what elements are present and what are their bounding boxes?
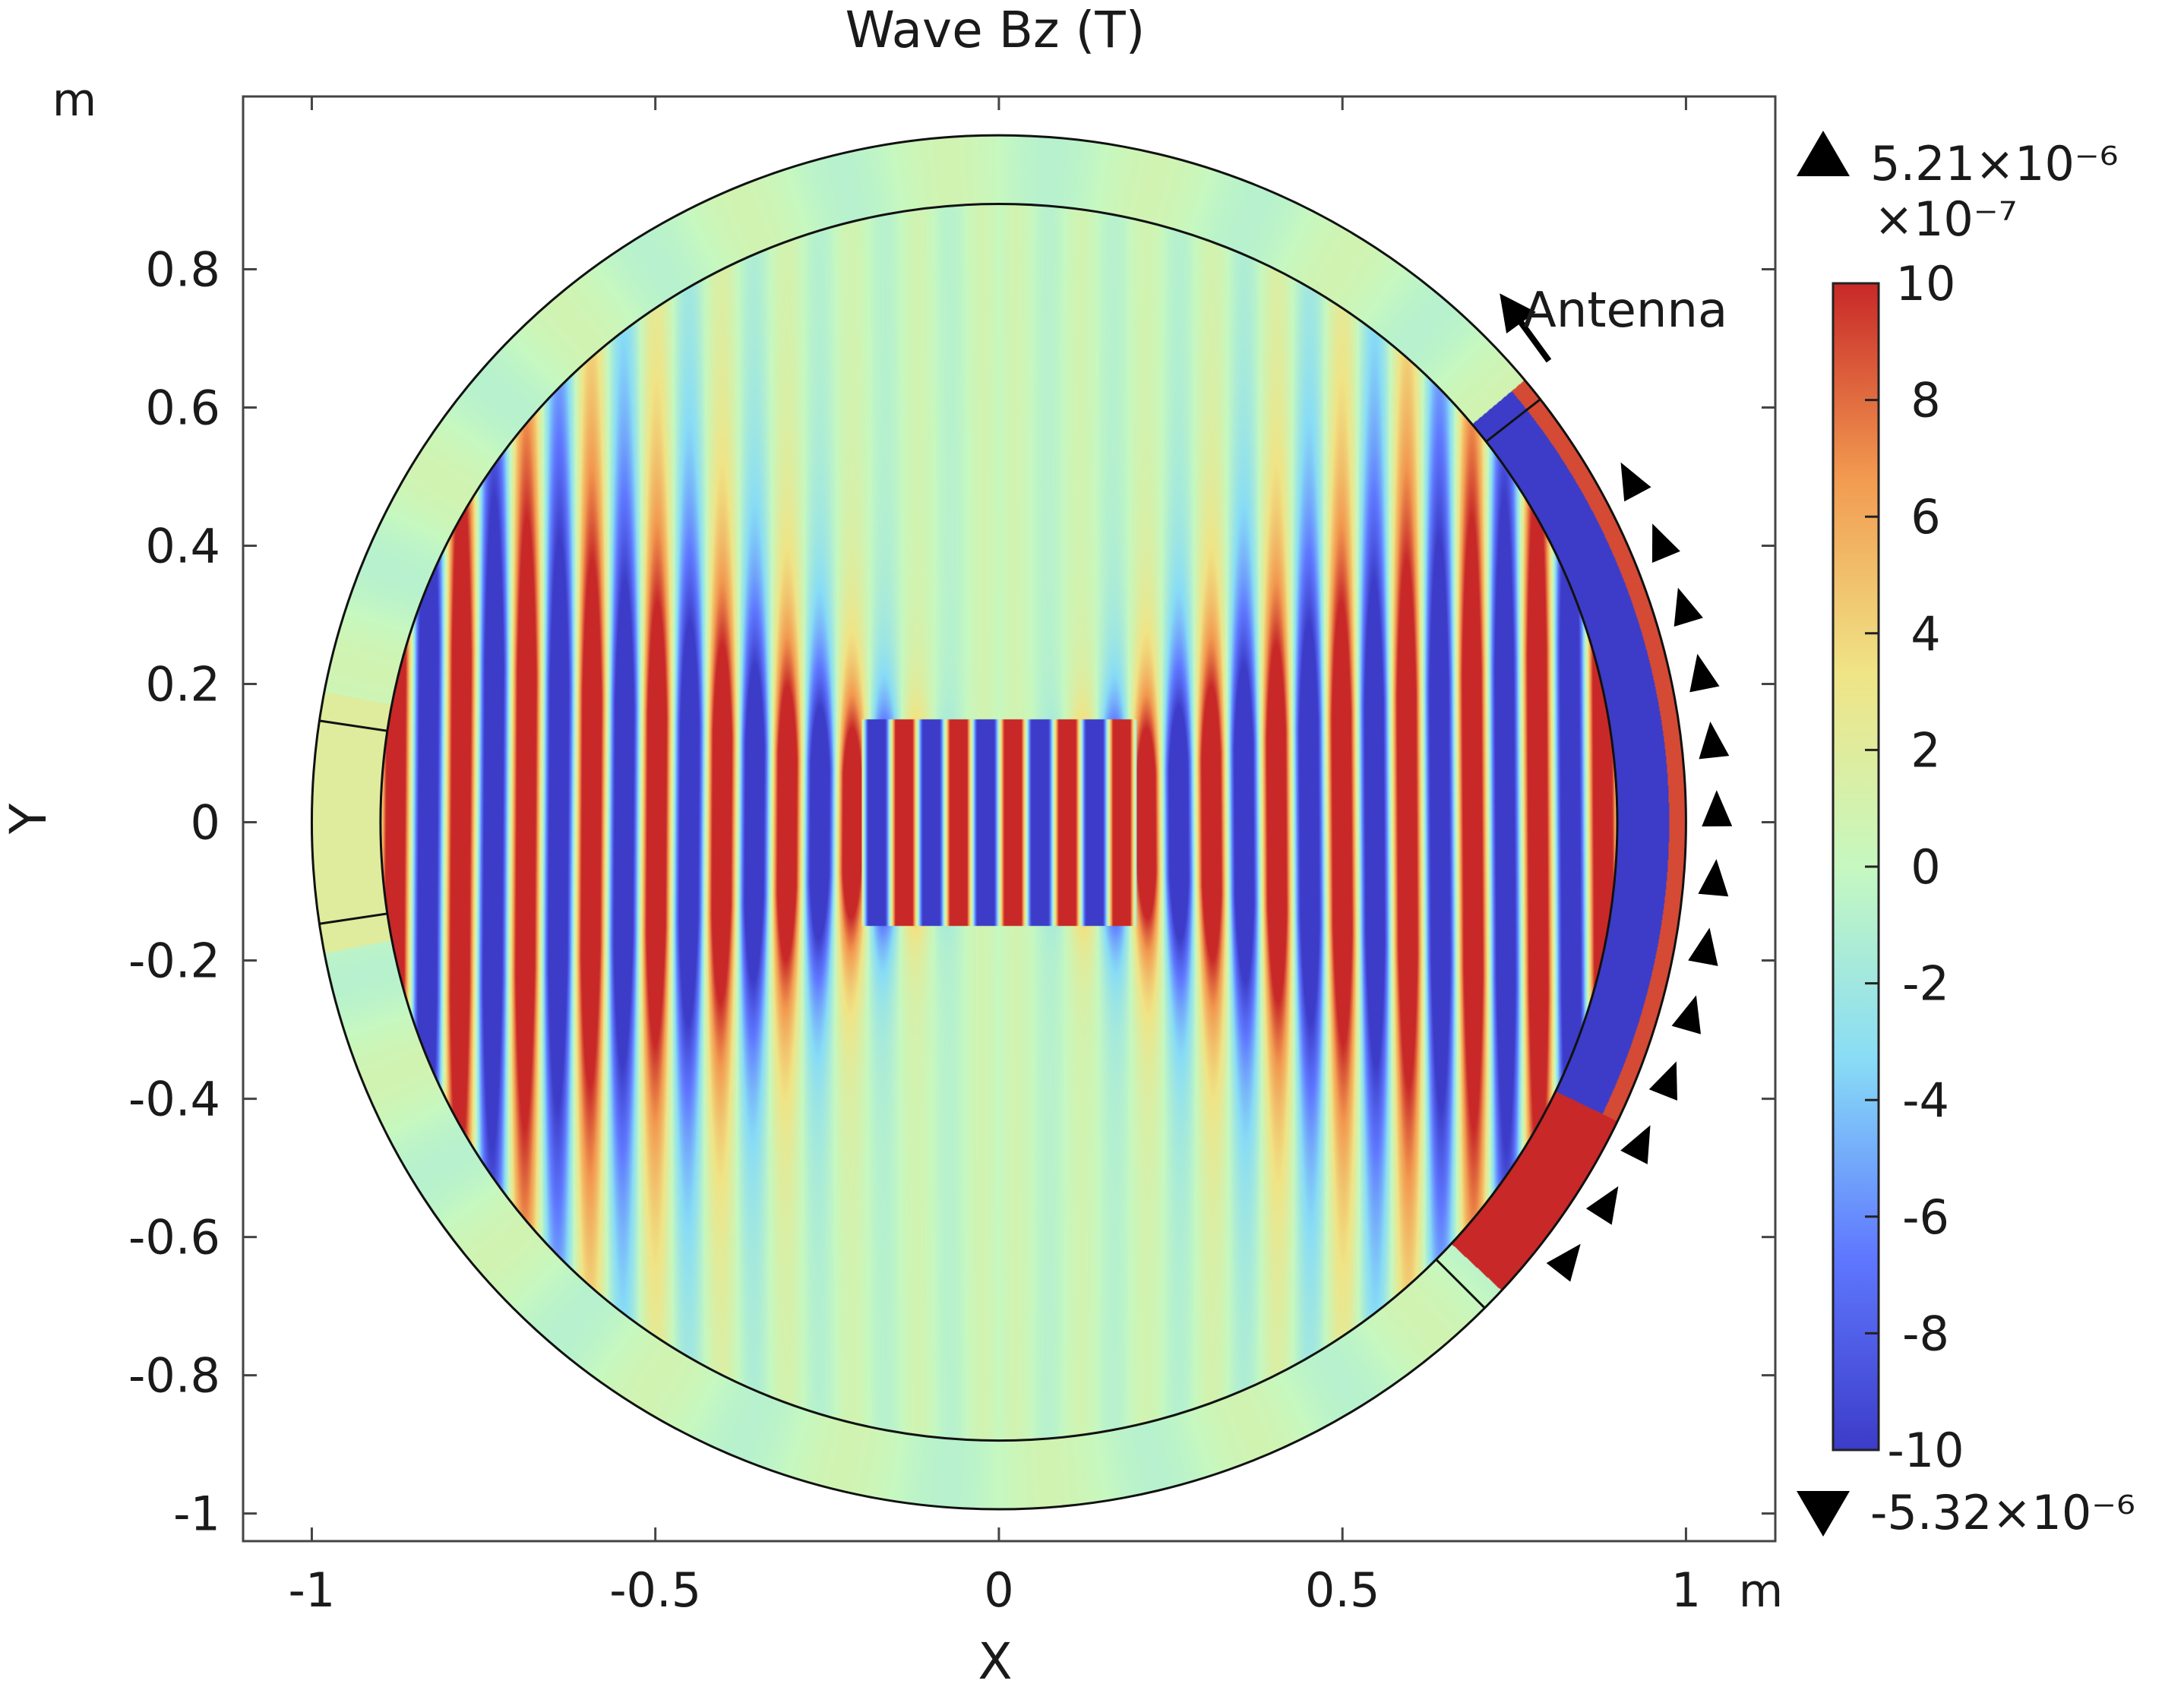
y-tick-label: -0.6 <box>128 1210 220 1265</box>
colorbar-max-triangle-icon <box>1797 131 1850 176</box>
antenna-label: Antenna <box>1523 283 1727 339</box>
x-tick-label: -0.5 <box>609 1562 701 1618</box>
colorbar-tick-label: -2 <box>1902 956 1949 1012</box>
colorbar-ticks: 10 8 6 4 2 0 -2 -4 -6 -8 -10 <box>1865 256 1964 1478</box>
colorbar-tick-label: 10 <box>1896 256 1956 311</box>
antenna-arrow-icon <box>1585 1186 1619 1225</box>
colorbar-max-label: 5.21×10⁻⁶ <box>1870 136 2118 191</box>
x-tick-label: 1 <box>1671 1562 1701 1618</box>
y-tick-label: -0.8 <box>128 1348 220 1404</box>
antenna-arrow-icon <box>1674 587 1703 627</box>
colorbar-min-label: -5.32×10⁻⁶ <box>1870 1485 2135 1540</box>
antenna-arrow-icon <box>1651 523 1680 564</box>
y-tick-label: 0.8 <box>145 242 220 298</box>
colorbar-min-triangle-icon <box>1797 1491 1850 1537</box>
antenna-pointer-arrow-icon <box>1500 293 1552 363</box>
y-axis-label: Y <box>0 803 58 835</box>
outer-boundary <box>310 134 1687 1511</box>
y-tick-label: 0.4 <box>145 519 220 574</box>
antenna-boundary-line <box>1435 1259 1486 1309</box>
antenna-arrow-icon <box>1689 653 1720 693</box>
domain-boundaries <box>310 134 1687 1511</box>
y-tick-label: 0.6 <box>145 381 220 436</box>
colorbar-tick-label: 6 <box>1911 489 1940 545</box>
antenna-arrow-icon <box>1546 1243 1581 1282</box>
x-axis-label: X <box>978 1632 1012 1690</box>
inner-boundary <box>379 203 1619 1442</box>
antenna-arrow-icon <box>1620 462 1651 502</box>
y-tick-label: 0 <box>191 795 220 851</box>
colorbar-tick-label: -10 <box>1887 1423 1964 1478</box>
antenna-arrows <box>1500 293 1733 1282</box>
x-tick-label: 0 <box>984 1562 1013 1618</box>
antenna-arrow-icon <box>1702 790 1733 827</box>
antenna-arrow-icon <box>1620 1125 1651 1164</box>
antenna-arrow-icon <box>1688 927 1718 966</box>
colorbar-scale-label: ×10⁻⁷ <box>1874 191 2017 247</box>
y-tick-label: -0.4 <box>128 1072 220 1127</box>
antenna-arrow-icon <box>1698 859 1729 897</box>
antenna-arrow-icon <box>1699 721 1730 760</box>
antenna-arrow-icon <box>1648 1061 1677 1101</box>
colorbar-tick-label: -4 <box>1902 1072 1949 1128</box>
x-axis: -1 -0.5 0 0.5 1 <box>289 96 1701 1618</box>
antenna-arrow-icon <box>1671 995 1701 1035</box>
x-tick-label: -1 <box>289 1562 336 1618</box>
x-tick-label: 0.5 <box>1305 1562 1380 1618</box>
port-boundary-line <box>319 912 388 925</box>
colorbar-tick-label: -6 <box>1902 1189 1949 1245</box>
y-tick-label: -0.2 <box>128 933 220 989</box>
antenna-boundary-line <box>1485 398 1541 443</box>
y-axis: -1 -0.8 -0.6 -0.4 -0.2 0 0.2 0.4 0.6 0.8 <box>128 242 1775 1542</box>
plot-area: Antenna <box>242 95 1777 1543</box>
y-tick-label: -1 <box>173 1486 220 1542</box>
y-tick-label: 0.2 <box>145 657 220 712</box>
colorbar: 10 8 6 4 2 0 -2 -4 -6 -8 -10 ×10⁻⁷ 5.21×10⁻⁶ -5.32… <box>1797 131 2135 1540</box>
chart-title: Wave Bz (T) <box>845 1 1146 59</box>
colorbar-tick-label: 2 <box>1911 722 1940 778</box>
colorbar-tick-label: -8 <box>1902 1306 1949 1361</box>
port-boundary-line <box>319 719 388 732</box>
y-axis-unit: m <box>52 74 96 127</box>
colorbar-tick-label: 8 <box>1911 373 1940 428</box>
plot-frame <box>242 95 1777 1543</box>
colorbar-tick-label: 4 <box>1911 606 1940 662</box>
colorbar-tick-label: 0 <box>1911 839 1940 895</box>
x-axis-unit: m <box>1739 1565 1783 1618</box>
